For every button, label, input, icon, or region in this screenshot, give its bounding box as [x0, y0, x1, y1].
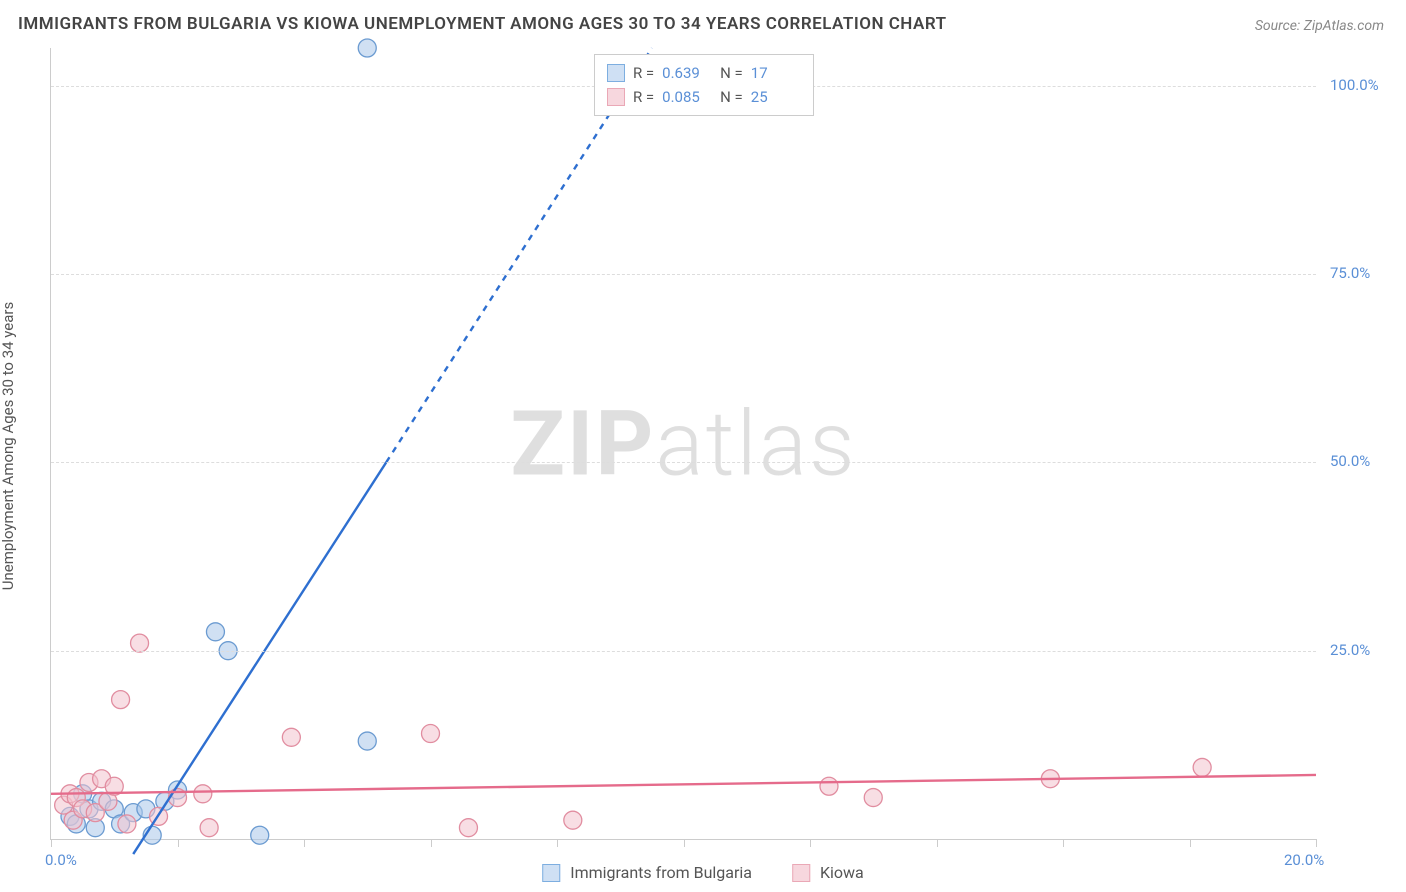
grid-line	[51, 462, 1316, 463]
data-point	[206, 623, 224, 641]
data-point	[112, 691, 130, 709]
legend-item: Immigrants from Bulgaria	[542, 863, 752, 882]
x-tick	[178, 839, 179, 847]
data-point	[358, 732, 376, 750]
grid-line	[51, 274, 1316, 275]
data-point	[422, 725, 440, 743]
series-legend: Immigrants from Bulgaria Kiowa	[542, 863, 864, 882]
stat-n-label: N =	[720, 61, 743, 85]
scatter-svg	[51, 48, 1316, 839]
chart-plot-area: ZIPatlas 25.0%50.0%75.0%100.0%0.0%20.0%	[50, 48, 1316, 840]
data-point	[564, 811, 582, 829]
trend-line	[51, 775, 1316, 794]
y-tick-label: 75.0%	[1330, 264, 1370, 282]
x-tick-label: 20.0%	[1284, 851, 1324, 869]
x-tick	[557, 839, 558, 847]
legend-swatch	[792, 864, 810, 882]
stat-n-value: 25	[751, 85, 801, 109]
y-tick-label: 50.0%	[1330, 452, 1370, 470]
data-point	[459, 819, 477, 837]
x-tick	[937, 839, 938, 847]
data-point	[131, 634, 149, 652]
x-tick-label: 0.0%	[45, 851, 77, 869]
stat-n-value: 17	[751, 61, 801, 85]
legend-swatch	[607, 88, 625, 106]
trend-line	[133, 462, 386, 854]
y-tick-label: 100.0%	[1330, 76, 1379, 94]
data-point	[251, 826, 269, 844]
stat-r-label: R =	[633, 61, 654, 85]
x-tick	[684, 839, 685, 847]
data-point	[820, 777, 838, 795]
chart-title: IMMIGRANTS FROM BULGARIA VS KIOWA UNEMPL…	[18, 14, 947, 34]
data-point	[1193, 758, 1211, 776]
data-point	[358, 39, 376, 57]
stats-legend-row: R = 0.085 N = 25	[607, 85, 801, 109]
legend-item: Kiowa	[792, 863, 864, 882]
legend-swatch	[607, 64, 625, 82]
stat-n-label: N =	[720, 85, 743, 109]
legend-label: Immigrants from Bulgaria	[570, 863, 752, 882]
data-point	[118, 815, 136, 833]
x-tick	[1190, 839, 1191, 847]
stats-legend: R = 0.639 N = 17 R = 0.085 N = 25	[594, 54, 814, 116]
legend-swatch	[542, 864, 560, 882]
x-tick	[810, 839, 811, 847]
data-point	[864, 789, 882, 807]
grid-line	[51, 651, 1316, 652]
data-point	[282, 728, 300, 746]
source-attribution: Source: ZipAtlas.com	[1255, 18, 1384, 34]
x-tick	[304, 839, 305, 847]
legend-label: Kiowa	[820, 863, 864, 882]
x-tick	[51, 839, 52, 847]
x-tick	[1063, 839, 1064, 847]
stat-r-value: 0.085	[662, 85, 712, 109]
stat-r-label: R =	[633, 85, 654, 109]
data-point	[200, 819, 218, 837]
x-tick	[431, 839, 432, 847]
y-tick-label: 25.0%	[1330, 641, 1370, 659]
x-tick	[1316, 839, 1317, 847]
data-point	[194, 785, 212, 803]
stat-r-value: 0.639	[662, 61, 712, 85]
stats-legend-row: R = 0.639 N = 17	[607, 61, 801, 85]
